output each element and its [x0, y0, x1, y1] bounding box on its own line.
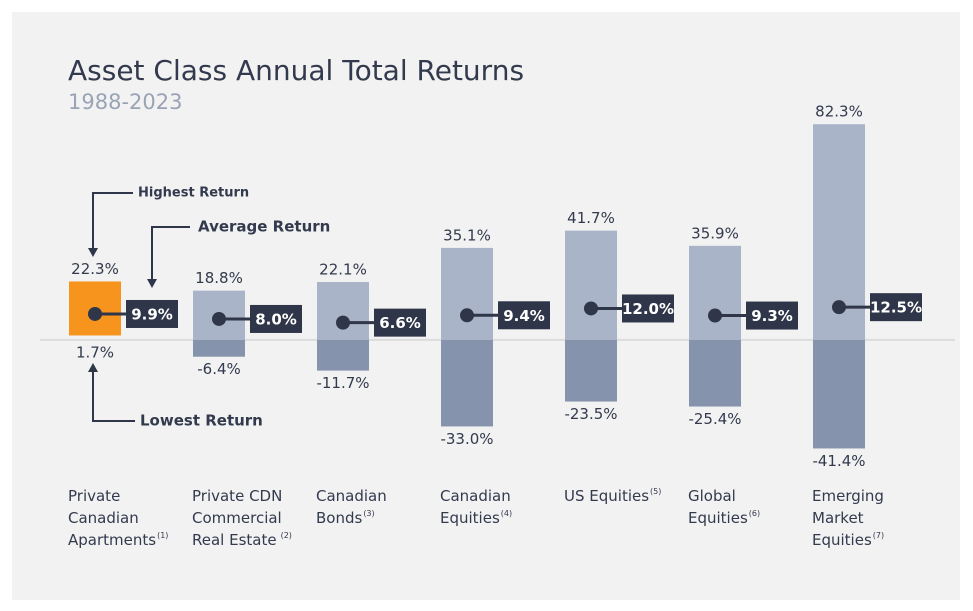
low-bar — [689, 339, 741, 407]
category-line: Commercial — [192, 509, 282, 527]
category-line: Emerging — [812, 487, 884, 505]
average-dot — [708, 308, 722, 323]
category-label: Canadian — [316, 487, 387, 505]
category-label: US Equities(5) — [564, 487, 661, 505]
category-label: Bonds(3) — [316, 509, 375, 527]
low-label: -6.4% — [197, 360, 241, 378]
annotation-arrows — [88, 192, 190, 422]
low-label: -11.7% — [316, 374, 369, 392]
category-line: Equities — [688, 509, 748, 527]
average-dot — [336, 315, 350, 330]
low-label: -41.4% — [812, 452, 865, 470]
category-line: Real Estate — [192, 531, 277, 549]
high-label: 22.3% — [71, 260, 119, 278]
low-label: -33.0% — [440, 430, 493, 448]
high-label: 35.9% — [691, 224, 739, 242]
category-note: (7) — [873, 531, 884, 540]
category-note: (4) — [501, 509, 512, 518]
high-bar — [441, 247, 493, 340]
category-label: Emerging — [812, 487, 884, 505]
category-line: Private CDN — [192, 487, 282, 505]
low-bar — [317, 339, 369, 371]
category-label: Canadian — [440, 487, 511, 505]
category-label: Equities(7) — [812, 531, 884, 549]
category-line: Equities — [812, 531, 872, 549]
category-label: Real Estate (2) — [192, 531, 292, 549]
category-line: Private — [68, 487, 120, 505]
average-box — [126, 299, 178, 328]
average-dot — [88, 306, 102, 321]
average-label: 9.9% — [131, 305, 173, 323]
high-label: 35.1% — [443, 226, 491, 244]
high-label: 22.1% — [319, 260, 367, 278]
category-label: Global — [688, 487, 736, 505]
low-bar — [441, 339, 493, 427]
category-line: US Equities — [564, 487, 649, 505]
low-bar — [193, 339, 245, 357]
high-label: 18.8% — [195, 269, 243, 287]
average-dot — [584, 301, 598, 316]
average-label: 12.5% — [870, 299, 922, 317]
average-label: 9.3% — [751, 307, 793, 325]
category-line: Equities — [440, 509, 500, 527]
category-label: Commercial — [192, 509, 282, 527]
high-bar — [317, 281, 369, 340]
category-line: Global — [688, 487, 736, 505]
category-label: Private CDN — [192, 487, 282, 505]
average-dot — [460, 308, 474, 323]
low-bar — [565, 339, 617, 402]
average-label: 9.4% — [503, 307, 545, 325]
category-note: (6) — [749, 509, 760, 518]
average-dot — [212, 311, 226, 326]
high-label: 41.7% — [567, 209, 615, 227]
low-label: -25.4% — [688, 410, 741, 428]
category-line: Market — [812, 509, 864, 527]
high-bar — [565, 230, 617, 340]
average-box — [250, 304, 302, 333]
average-label: 8.0% — [255, 310, 297, 328]
category-label: Equities(4) — [440, 509, 512, 527]
average-label: 12.0% — [622, 300, 674, 318]
legend-average: Average Return — [198, 218, 330, 236]
average-box — [622, 294, 674, 323]
legend-lowest: Lowest Return — [140, 412, 263, 430]
category-label: Market — [812, 509, 864, 527]
average-box — [870, 293, 922, 322]
category-note: (1) — [157, 531, 168, 540]
chart-title: Asset Class Annual Total Returns — [68, 54, 524, 87]
category-line: Canadian — [316, 487, 387, 505]
category-label: Private — [68, 487, 120, 505]
category-line: Apartments — [68, 531, 156, 549]
high-label: 82.3% — [815, 103, 863, 121]
category-note: (3) — [363, 509, 374, 518]
low-bar — [813, 339, 865, 449]
average-box — [498, 301, 550, 330]
high-bar — [689, 245, 741, 340]
legend-highest: Highest Return — [138, 186, 249, 201]
low-label: 1.7% — [76, 343, 114, 361]
category-label: Equities(6) — [688, 509, 760, 527]
category-line: Canadian — [440, 487, 511, 505]
average-dot — [832, 300, 846, 315]
average-label: 6.6% — [379, 314, 421, 332]
category-label: Apartments(1) — [68, 531, 168, 549]
category-line: Bonds — [316, 509, 362, 527]
average-box — [374, 308, 426, 337]
category-note: (5) — [650, 487, 661, 496]
category-note: (2) — [281, 531, 292, 540]
category-label: Canadian — [68, 509, 139, 527]
low-label: -23.5% — [564, 405, 617, 423]
category-line: Canadian — [68, 509, 139, 527]
average-box — [746, 301, 798, 330]
chart-subtitle: 1988-2023 — [68, 90, 182, 114]
